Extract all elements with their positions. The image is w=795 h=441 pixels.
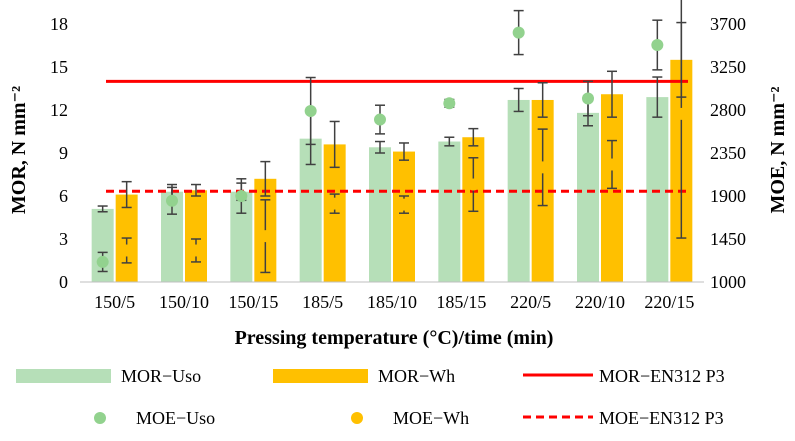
y-tick-6: 18 [50,14,68,34]
legend-label-5: MOE−EN312 P3 [599,408,724,428]
legend-marker-4 [351,412,363,424]
y2-tick-4: 2800 [710,100,746,120]
y2-tick-2: 1900 [710,186,746,206]
point-0-5 [443,97,456,110]
series-moe-1 [120,0,688,274]
legend-label-3: MOE−Uso [136,408,215,428]
bar-error-0-8 [652,76,663,118]
x-tick-0: 150/5 [94,292,135,312]
point-1-0 [120,244,133,257]
point-1-5 [467,178,480,191]
y-tick-5: 15 [50,57,68,77]
y-tick-1: 3 [59,229,68,249]
y2-axis-title: MOE, N mm⁻² [767,86,789,213]
x-tick-4: 185/10 [367,292,417,312]
bar-error-1-5 [468,127,479,147]
bar-0-4 [369,147,391,282]
bar-0-6 [507,99,530,282]
x-tick-8: 220/15 [644,292,694,312]
legend-label-2: MOR−EN312 P3 [599,366,725,386]
series-0-bars [91,97,669,282]
bar-error-1-6 [537,82,548,118]
y2-tick-3: 2350 [710,143,746,163]
y-tick-4: 12 [50,100,68,120]
bar-error-1-3 [329,120,340,169]
x-tick-1: 150/10 [159,292,209,312]
point-1-6 [536,161,549,174]
point-0-8 [651,39,664,52]
series-1-bars [115,59,693,283]
series-moe-0 [96,9,664,273]
legend-item-0: MOR−Uso [16,366,201,386]
legend-swatch-0 [16,369,111,383]
bar-error-0-5 [444,136,455,147]
legend-item-4: MOE−Wh [351,408,469,428]
y-tick-3: 9 [59,143,68,163]
x-axis-title: Pressing temperature (°C)/time (min) [235,327,554,349]
point-0-2 [235,190,248,202]
x-tick-6: 220/5 [510,292,551,312]
bar-error-1-7 [607,70,617,118]
bar-0-3 [299,138,322,282]
bar-error-1-0 [121,180,132,209]
y-tick-0: 0 [59,272,68,292]
x-tick-3: 185/5 [302,292,343,312]
legend-swatch-1 [273,369,368,383]
bar-1-1 [185,190,207,282]
x-tick-5: 185/15 [436,292,486,312]
plot-area [80,0,704,283]
bar-error-0-6 [513,87,524,113]
y2-tick-5: 3250 [710,57,746,77]
x-tick-7: 220/10 [575,292,625,312]
y2-tick-0: 1000 [710,272,746,292]
legend-item-1: MOR−Wh [273,366,455,386]
bar-0-2 [230,191,253,282]
y-tick-2: 6 [59,186,68,206]
y2-tick-6: 3700 [710,14,746,34]
point-0-4 [374,113,386,126]
point-0-0 [96,255,109,268]
point-1-4 [398,198,410,211]
bar-1-4 [393,151,415,282]
bar-0-5 [438,141,461,282]
legend-marker-3 [94,412,106,424]
legend-label-0: MOR−Uso [121,366,201,386]
bar-error-1-4 [399,142,409,161]
bar-error-0-0 [97,205,108,213]
legend-item-5: MOE−EN312 P3 [523,408,724,428]
legend-item-2: MOR−EN312 P3 [523,366,725,386]
tick-labels: 0 3 6 9 12 15 18 1000 1450 1900 2350 2800 3250 3700 15… [50,14,746,312]
point-0-7 [582,92,594,105]
point-1-3 [328,197,341,210]
bar-error-0-4 [375,140,385,154]
bar-error-1-1 [191,183,201,197]
bar-0-1 [161,191,183,282]
bar-0-8 [646,97,669,282]
bar-0-7 [577,112,599,282]
x-tick-2: 150/15 [228,292,278,312]
legend: MOR−Uso MOR−Wh MOR−EN312 P3 MOE−Uso MOE−Wh MO… [16,366,725,428]
legend-label-4: MOE−Wh [393,408,469,428]
point-0-1 [166,194,178,207]
point-0-6 [512,26,525,39]
y-axis-title: MOR, N mm⁻² [8,86,30,214]
point-1-8 [675,107,688,120]
y2-tick-1: 1450 [710,229,746,249]
bar-error-1-2 [260,160,271,197]
point-1-7 [606,158,618,171]
legend-label-1: MOR−Wh [378,366,455,386]
point-1-2 [259,230,272,243]
point-0-3 [304,104,317,117]
point-1-1 [190,244,202,257]
legend-item-3: MOE−Uso [94,408,215,428]
